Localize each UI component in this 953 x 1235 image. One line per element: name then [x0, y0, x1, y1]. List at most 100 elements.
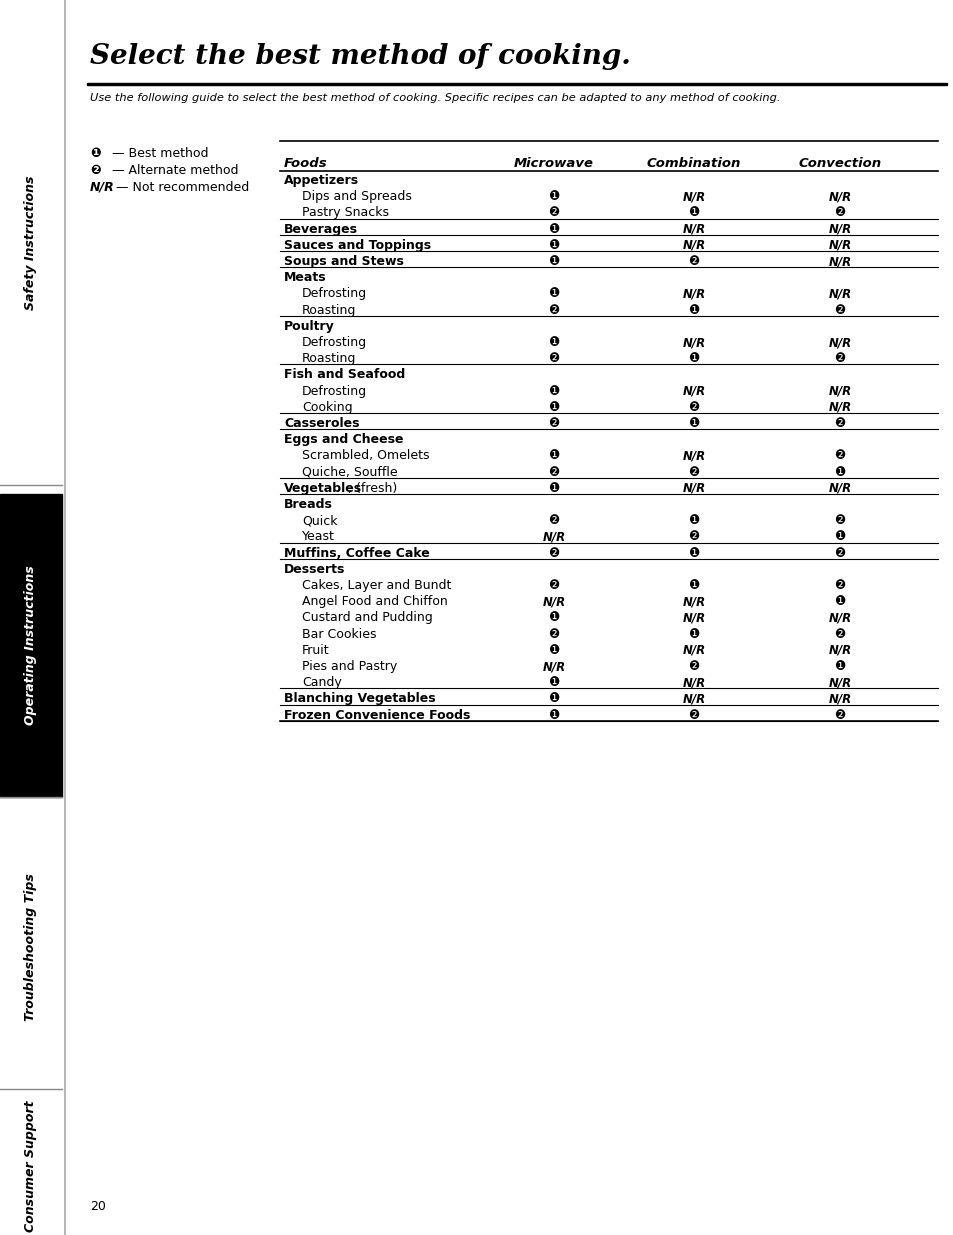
Text: Appetizers: Appetizers: [284, 174, 358, 186]
Text: ❷: ❷: [548, 206, 559, 220]
Text: N/R: N/R: [827, 611, 851, 625]
Text: N/R: N/R: [681, 190, 705, 204]
Text: N/R: N/R: [827, 384, 851, 398]
Text: N/R: N/R: [827, 238, 851, 252]
Text: Roasting: Roasting: [302, 304, 356, 316]
Text: Combination: Combination: [646, 157, 740, 170]
Text: ❷: ❷: [688, 659, 699, 673]
Text: Quick: Quick: [302, 514, 337, 527]
Text: N/R: N/R: [542, 659, 565, 673]
Text: ❷: ❷: [834, 417, 844, 430]
Text: N/R: N/R: [681, 384, 705, 398]
Text: Roasting: Roasting: [302, 352, 356, 366]
Text: ❶: ❶: [688, 627, 699, 641]
Text: — Best method: — Best method: [112, 147, 209, 161]
Text: Breads: Breads: [284, 498, 333, 511]
Text: Pastry Snacks: Pastry Snacks: [302, 206, 389, 220]
Text: Frozen Convenience Foods: Frozen Convenience Foods: [284, 709, 470, 721]
Text: N/R: N/R: [542, 530, 565, 543]
Text: Custard and Pudding: Custard and Pudding: [302, 611, 433, 625]
Text: ❶: ❶: [548, 401, 559, 414]
Text: N/R: N/R: [681, 595, 705, 608]
Text: Cooking: Cooking: [302, 401, 353, 414]
Text: ❷: ❷: [548, 417, 559, 430]
Text: ❶: ❶: [548, 190, 559, 204]
Text: N/R: N/R: [681, 450, 705, 462]
Text: ❷: ❷: [548, 466, 559, 479]
Text: ❶: ❶: [548, 611, 559, 625]
Text: ❷: ❷: [834, 450, 844, 462]
Text: ❶: ❶: [548, 336, 559, 350]
Text: ❶: ❶: [548, 450, 559, 462]
Text: N/R: N/R: [681, 336, 705, 350]
Text: ❶: ❶: [834, 595, 844, 608]
Text: Safety Instructions: Safety Instructions: [25, 175, 37, 310]
Text: Bar Cookies: Bar Cookies: [302, 627, 376, 641]
Text: N/R: N/R: [827, 190, 851, 204]
Text: ❶: ❶: [688, 352, 699, 366]
Text: ❶: ❶: [834, 466, 844, 479]
Text: ❷: ❷: [834, 709, 844, 721]
Text: Vegetables: Vegetables: [284, 482, 362, 495]
Text: ❷: ❷: [834, 352, 844, 366]
Text: ❷: ❷: [688, 466, 699, 479]
Text: ❷: ❷: [834, 206, 844, 220]
Text: ❶: ❶: [548, 709, 559, 721]
Text: Casseroles: Casseroles: [284, 417, 359, 430]
Text: Operating Instructions: Operating Instructions: [25, 566, 37, 725]
Text: ❶: ❶: [688, 579, 699, 592]
Text: Desserts: Desserts: [284, 563, 345, 576]
Text: Fruit: Fruit: [302, 643, 330, 657]
Text: Defrosting: Defrosting: [302, 288, 367, 300]
Text: Defrosting: Defrosting: [302, 384, 367, 398]
Text: Poultry: Poultry: [284, 320, 335, 332]
Text: Select the best method of cooking.: Select the best method of cooking.: [90, 43, 630, 70]
Text: Cakes, Layer and Bundt: Cakes, Layer and Bundt: [302, 579, 451, 592]
Text: ❶: ❶: [688, 514, 699, 527]
Text: ❶: ❶: [548, 222, 559, 236]
Text: Defrosting: Defrosting: [302, 336, 367, 350]
Text: Foods: Foods: [284, 157, 327, 170]
Text: ❷: ❷: [688, 401, 699, 414]
Text: N/R: N/R: [827, 288, 851, 300]
Text: Angel Food and Chiffon: Angel Food and Chiffon: [302, 595, 447, 608]
Text: ❷: ❷: [548, 627, 559, 641]
Text: Convection: Convection: [798, 157, 881, 170]
Text: N/R: N/R: [681, 643, 705, 657]
Text: , (fresh): , (fresh): [348, 482, 396, 495]
Text: ❶: ❶: [834, 659, 844, 673]
Text: ❷: ❷: [548, 579, 559, 592]
Text: ❶: ❶: [548, 288, 559, 300]
Text: N/R: N/R: [827, 693, 851, 705]
Text: Beverages: Beverages: [284, 222, 357, 236]
Text: Soups and Stews: Soups and Stews: [284, 254, 403, 268]
Text: ❷: ❷: [90, 164, 100, 177]
Text: ❶: ❶: [688, 206, 699, 220]
Text: ❷: ❷: [548, 304, 559, 316]
Text: ❷: ❷: [548, 547, 559, 559]
Text: ❶: ❶: [834, 530, 844, 543]
Text: Meats: Meats: [284, 272, 326, 284]
Text: 20: 20: [90, 1200, 106, 1213]
Text: N/R: N/R: [681, 482, 705, 495]
Text: Pies and Pastry: Pies and Pastry: [302, 659, 396, 673]
Text: N/R: N/R: [827, 336, 851, 350]
Text: ❶: ❶: [548, 643, 559, 657]
Text: Microwave: Microwave: [514, 157, 594, 170]
Text: ❷: ❷: [688, 254, 699, 268]
Text: Eggs and Cheese: Eggs and Cheese: [284, 433, 403, 446]
Text: ❶: ❶: [548, 238, 559, 252]
Text: N/R: N/R: [827, 677, 851, 689]
Bar: [0, 494, 62, 797]
Text: Quiche, Souffle: Quiche, Souffle: [302, 466, 397, 479]
Text: ❷: ❷: [548, 514, 559, 527]
Text: ❶: ❶: [548, 254, 559, 268]
Text: ❷: ❷: [834, 514, 844, 527]
Text: N/R: N/R: [681, 222, 705, 236]
Text: N/R: N/R: [827, 643, 851, 657]
Text: N/R: N/R: [681, 693, 705, 705]
Text: N/R: N/R: [827, 222, 851, 236]
Text: ❷: ❷: [834, 579, 844, 592]
Text: ❶: ❶: [688, 417, 699, 430]
Text: N/R: N/R: [681, 677, 705, 689]
